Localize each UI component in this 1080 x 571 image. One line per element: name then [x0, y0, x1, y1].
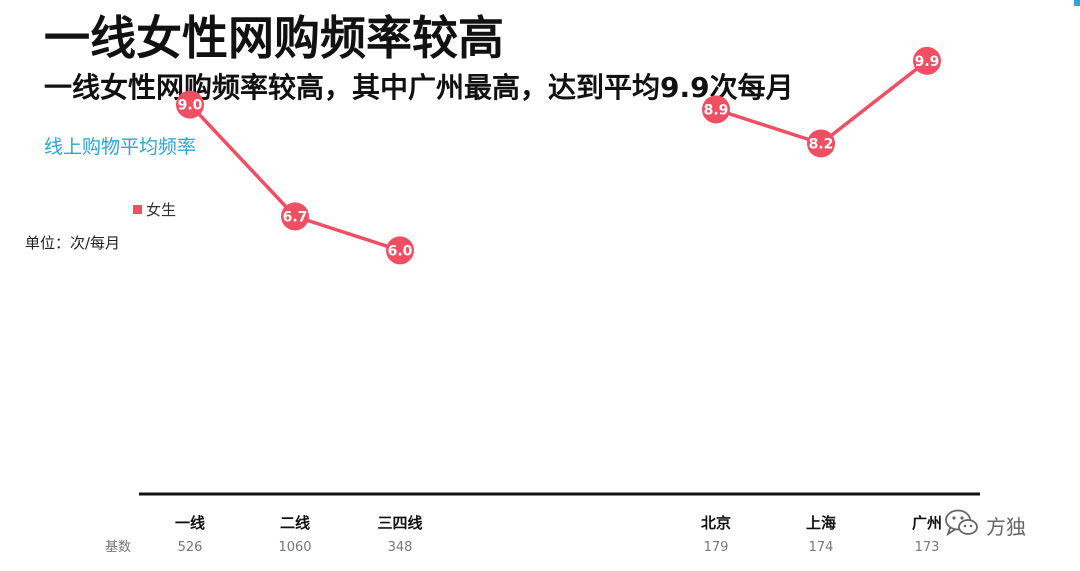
data-label: 6.0 — [388, 243, 413, 259]
x-tick-label: 广州 — [912, 514, 942, 532]
x-tick-label: 二线 — [280, 514, 310, 532]
unit-label: 单位：次/每月 — [25, 234, 121, 252]
corner-accent — [1074, 0, 1080, 6]
data-point — [176, 90, 204, 119]
wechat-icon — [944, 508, 980, 543]
base-value: 348 — [388, 540, 413, 555]
data-label: 9.0 — [178, 98, 203, 114]
chart-section-title: 线上购物平均频率 — [44, 136, 197, 158]
legend-label: 女生 — [146, 201, 177, 219]
x-tick-label: 北京 — [701, 514, 731, 532]
data-point — [807, 129, 835, 158]
page-title: 一线女性网购频率较高 — [44, 11, 504, 65]
data-point — [913, 46, 941, 75]
x-tick-label: 一线 — [175, 514, 205, 532]
base-value: 173 — [915, 540, 940, 555]
data-point — [281, 202, 309, 231]
base-value: 174 — [809, 540, 834, 555]
data-label: 8.9 — [704, 102, 729, 118]
base-value: 526 — [178, 540, 203, 555]
base-value: 179 — [704, 540, 729, 555]
data-label: 9.9 — [915, 54, 940, 70]
base-label: 基数 — [105, 540, 131, 555]
data-label: 8.2 — [809, 136, 834, 152]
watermark-text: 方独 — [986, 515, 1026, 539]
chart-legend: 女生 — [133, 199, 176, 220]
base-value: 1060 — [278, 540, 311, 555]
data-label: 6.7 — [283, 209, 308, 225]
data-point — [702, 95, 730, 124]
x-tick-label: 上海 — [806, 514, 836, 532]
legend-swatch — [133, 205, 142, 214]
x-tick-label: 三四线 — [377, 514, 422, 532]
watermark: 方独 — [944, 508, 1026, 543]
page-subtitle: 一线女性网购频率较高，其中广州最高，达到平均9.9次每月 — [44, 71, 794, 104]
data-point — [386, 236, 414, 265]
